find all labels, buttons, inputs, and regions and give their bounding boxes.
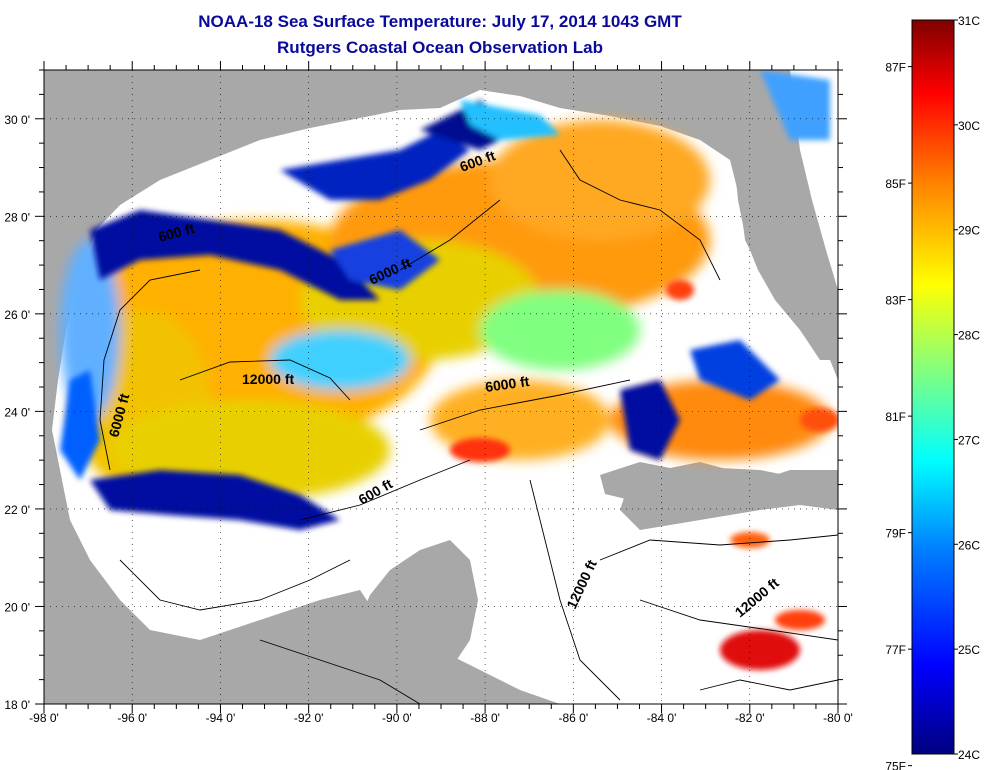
- yucatan-land: [330, 540, 478, 704]
- map-subtitle: Rutgers Coastal Ocean Observation Lab: [277, 38, 603, 57]
- cold-water-bands: [60, 70, 830, 530]
- celsius-label: 30C: [958, 119, 980, 133]
- latitude-label: 22 0': [4, 503, 30, 517]
- colorbar-ticks: [908, 19, 958, 767]
- colorbar-celsius-labels: 31C 30C 29C 28C 27C 26C 25C 24C: [958, 14, 980, 762]
- contour-label: 6000 ft: [484, 373, 530, 395]
- longitude-label: -80 0': [823, 711, 853, 725]
- florida-land: [734, 70, 838, 360]
- fahrenheit-label: 83F: [885, 294, 906, 308]
- latitude-label: 28 0': [4, 210, 30, 224]
- longitude-label: -92 0': [294, 711, 324, 725]
- fahrenheit-label: 79F: [885, 527, 906, 541]
- longitude-label: -90 0': [382, 711, 412, 725]
- fahrenheit-label: 75F: [885, 760, 906, 770]
- fahrenheit-label: 85F: [885, 177, 906, 191]
- latitude-label: 24 0': [4, 405, 30, 419]
- fahrenheit-label: 87F: [885, 61, 906, 75]
- colorbar: [911, 19, 955, 755]
- longitude-label: -84 0': [647, 711, 677, 725]
- celsius-label: 28C: [958, 329, 980, 343]
- latitude-label: 20 0': [4, 600, 30, 614]
- warm-spots: [450, 280, 838, 670]
- grid-lines: [44, 70, 838, 704]
- celsius-label: 29C: [958, 224, 980, 238]
- fahrenheit-label: 77F: [885, 643, 906, 657]
- contour-label: 12000 ft: [242, 371, 294, 387]
- longitude-label: -82 0': [735, 711, 765, 725]
- latitude-labels: 30 0' 28 0' 26 0' 24 0' 22 0' 20 0' 18 0': [4, 113, 30, 712]
- celsius-label: 25C: [958, 643, 980, 657]
- fahrenheit-label: 81F: [885, 410, 906, 424]
- longitude-labels: -98 0' -96 0' -94 0' -92 0' -90 0' -88 0' -86 …: [29, 711, 853, 725]
- longitude-label: -98 0': [29, 711, 59, 725]
- latitude-label: 30 0': [4, 113, 30, 127]
- longitude-label: -94 0': [206, 711, 236, 725]
- celsius-label: 27C: [958, 433, 980, 447]
- latitude-label: 26 0': [4, 308, 30, 322]
- cuba-land: [600, 462, 838, 510]
- celsius-label: 26C: [958, 538, 980, 552]
- map-title: NOAA-18 Sea Surface Temperature: July 17…: [198, 12, 682, 31]
- longitude-label: -88 0': [470, 711, 500, 725]
- celsius-label: 31C: [958, 14, 980, 28]
- colorbar-fahrenheit-labels: 87F 85F 83F 81F 79F 77F 75F: [885, 61, 906, 770]
- bathymetry-contours: [99, 149, 838, 704]
- longitude-label: -96 0': [117, 711, 147, 725]
- longitude-label: -86 0': [559, 711, 589, 725]
- latitude-label: 18 0': [4, 698, 30, 712]
- axis-ticks: [35, 61, 847, 713]
- celsius-label: 24C: [958, 748, 980, 762]
